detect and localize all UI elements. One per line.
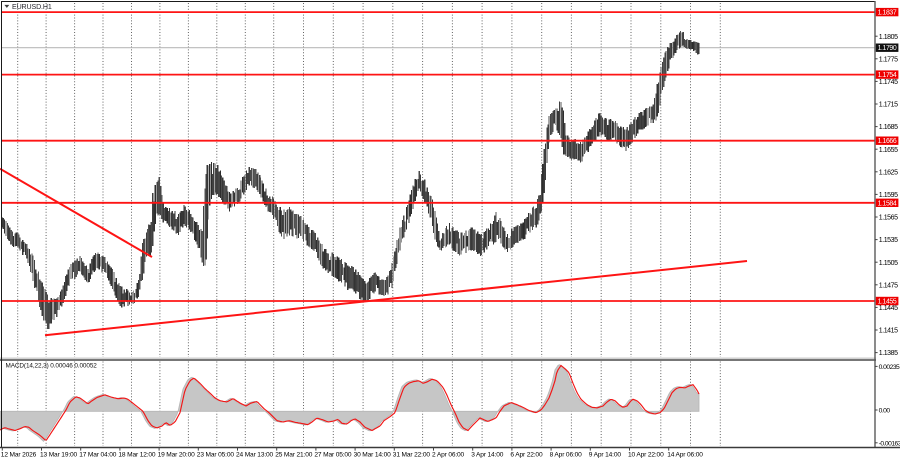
svg-text:31 Mar 22:00: 31 Mar 22:00 [393, 452, 431, 459]
svg-text:1.1415: 1.1415 [879, 328, 898, 335]
svg-text:1.1754: 1.1754 [878, 72, 897, 79]
svg-text:1.1666: 1.1666 [878, 138, 897, 145]
svg-text:1.1385: 1.1385 [879, 350, 898, 357]
svg-text:23 Mar 05:00: 23 Mar 05:00 [197, 452, 235, 459]
svg-text:10 Apr 22:00: 10 Apr 22:00 [628, 452, 664, 459]
svg-text:1.1790: 1.1790 [878, 45, 897, 52]
svg-text:1.1565: 1.1565 [879, 215, 898, 222]
svg-text:24 Mar 13:00: 24 Mar 13:00 [236, 452, 274, 459]
svg-text:1.1745: 1.1745 [879, 79, 898, 86]
svg-text:2 Apr 06:00: 2 Apr 06:00 [432, 452, 465, 459]
svg-text:27 Mar 05:00: 27 Mar 05:00 [314, 452, 352, 459]
svg-text:1.1455: 1.1455 [878, 299, 897, 306]
svg-text:30 Mar 14:00: 30 Mar 14:00 [354, 452, 392, 459]
svg-text:1.1837: 1.1837 [878, 10, 897, 17]
svg-text:3 Apr 14:00: 3 Apr 14:00 [471, 452, 504, 459]
svg-text:-0.00163: -0.00163 [879, 440, 900, 447]
svg-text:9 Apr 14:00: 9 Apr 14:00 [589, 452, 622, 459]
svg-text:1.1535: 1.1535 [879, 237, 898, 244]
svg-text:12 Mar 2026: 12 Mar 2026 [1, 452, 37, 459]
svg-text:1.1775: 1.1775 [879, 56, 898, 63]
svg-text:25 Mar 21:00: 25 Mar 21:00 [275, 452, 313, 459]
svg-text:1.1505: 1.1505 [879, 260, 898, 267]
svg-text:1.1445: 1.1445 [879, 305, 898, 312]
svg-text:19 Mar 20:00: 19 Mar 20:00 [158, 452, 196, 459]
svg-text:1.1625: 1.1625 [879, 169, 898, 176]
svg-text:6 Apr 22:00: 6 Apr 22:00 [510, 452, 543, 459]
svg-text:17 Mar 04:00: 17 Mar 04:00 [79, 452, 117, 459]
svg-text:1.1805: 1.1805 [879, 34, 898, 41]
svg-text:1.1595: 1.1595 [879, 192, 898, 199]
svg-text:1.1715: 1.1715 [879, 102, 898, 109]
svg-text:0.00: 0.00 [879, 408, 891, 415]
svg-text:EURUSD.H1: EURUSD.H1 [12, 3, 52, 11]
svg-text:13 Mar 19:00: 13 Mar 19:00 [40, 452, 78, 459]
svg-text:MACD(14,22,3) 0.00046 0.00052: MACD(14,22,3) 0.00046 0.00052 [6, 363, 98, 370]
svg-text:1.1584: 1.1584 [878, 200, 897, 207]
svg-text:18 Mar 12:00: 18 Mar 12:00 [118, 452, 156, 459]
svg-text:1.1475: 1.1475 [879, 282, 898, 289]
svg-text:8 Apr 06:00: 8 Apr 06:00 [550, 452, 583, 459]
svg-text:1.1655: 1.1655 [879, 147, 898, 154]
svg-text:14 Apr 06:00: 14 Apr 06:00 [667, 452, 703, 459]
svg-text:0.00235: 0.00235 [879, 364, 900, 371]
svg-text:1.1685: 1.1685 [879, 124, 898, 131]
